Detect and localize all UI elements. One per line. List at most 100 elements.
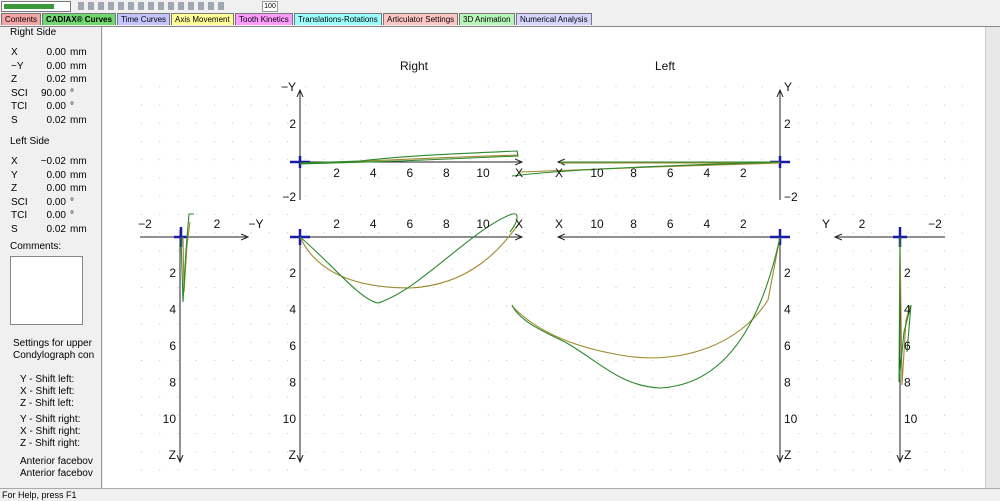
y-tick-label: 4 xyxy=(289,302,296,316)
x-tick-label: 2 xyxy=(740,166,747,180)
field-label: S xyxy=(11,115,18,126)
field-label: Y xyxy=(11,169,18,181)
panel-text: Anterior facebov xyxy=(20,456,93,467)
y-tick-label: 2 xyxy=(904,266,911,280)
axis-label: X xyxy=(555,166,563,180)
zoom-box[interactable]: 100 xyxy=(262,1,278,12)
axis-label: Z xyxy=(169,448,176,462)
section-title: Right Side xyxy=(10,27,57,38)
y-tick-label: 10 xyxy=(904,412,918,426)
y-tick-label: −2 xyxy=(784,190,798,204)
x-tick-label: 2 xyxy=(333,217,340,231)
x-tick-label: 10 xyxy=(590,166,604,180)
tab[interactable]: Contents xyxy=(1,13,42,25)
axis-label: Z xyxy=(289,448,296,462)
tab[interactable]: CADIAX® Curves xyxy=(42,13,116,25)
field-value: 0.00 xyxy=(46,183,66,195)
panel-text: X - Shift left: xyxy=(20,386,75,397)
x-tick-label: 2 xyxy=(859,217,866,231)
y-tick-label: 2 xyxy=(289,117,296,131)
x-tick-label: 8 xyxy=(443,217,450,231)
tab[interactable]: Articulator Settings xyxy=(383,13,459,25)
axis-label: X xyxy=(515,217,523,231)
x-tick-label: 10 xyxy=(590,217,604,231)
y-tick-label: 4 xyxy=(784,302,791,316)
toolbar-icons[interactable] xyxy=(78,2,228,10)
y-tick-label: 8 xyxy=(784,376,791,390)
tab[interactable]: Numerical Analysis xyxy=(516,13,592,25)
y-tick-label: −2 xyxy=(282,190,296,204)
field-value: 0.00 xyxy=(46,60,66,72)
field-label: TCI xyxy=(11,210,28,222)
x-tick-label: −2 xyxy=(138,217,152,231)
y-tick-label: 10 xyxy=(784,412,798,426)
side-panel: Right Side X 0.00 mm −Y 0.00 mm Z 0.02 mm SCI 90.00… xyxy=(0,27,102,488)
field-label: SCI xyxy=(11,87,28,99)
scrollbar[interactable] xyxy=(985,27,1000,488)
section-title: Left Side xyxy=(10,136,50,147)
y-tick-label: 4 xyxy=(169,302,176,316)
field-label: TCI xyxy=(11,101,28,113)
panel-text: Y - Shift right: xyxy=(20,414,81,425)
axis-label: Y xyxy=(822,217,830,231)
x-tick-label: −2 xyxy=(928,217,942,231)
x-tick-label: 8 xyxy=(630,166,637,180)
axis-label: Z xyxy=(784,448,791,462)
field-unit: mm xyxy=(70,224,87,235)
axis-label: X xyxy=(515,166,523,180)
axis-label: Z xyxy=(904,448,911,462)
field-value: 0.00 xyxy=(46,169,66,181)
panel-text: Y - Shift left: xyxy=(20,374,75,385)
axis-label: X xyxy=(555,217,563,231)
comments-label: Comments: xyxy=(10,241,62,252)
x-tick-label: 8 xyxy=(443,166,450,180)
plot-title: Left xyxy=(655,59,676,73)
x-tick-label: 4 xyxy=(703,217,710,231)
field-value: 0.00 xyxy=(46,101,66,113)
y-tick-label: 8 xyxy=(904,376,911,390)
plot-area: Right Left 2 4 6 8 10 X 2 −2 −Y 2 4 6 8 10 X 2 −2 Y 2 4 6 8 10 X 2… xyxy=(103,27,985,488)
x-tick-label: 2 xyxy=(333,166,340,180)
x-tick-label: 4 xyxy=(703,166,710,180)
panel-text: Settings for upper xyxy=(13,338,92,349)
field-unit: ° xyxy=(70,101,74,113)
field-unit: mm xyxy=(70,183,87,195)
x-tick-label: 6 xyxy=(406,166,413,180)
plot-title: Right xyxy=(400,59,429,73)
field-value: 0.00 xyxy=(46,210,66,222)
y-tick-label: 2 xyxy=(169,266,176,280)
y-tick-label: 6 xyxy=(904,339,911,353)
tab[interactable]: Translations-Rotations xyxy=(294,13,382,25)
field-label: X xyxy=(11,47,18,58)
y-tick-label: 10 xyxy=(283,412,297,426)
tab[interactable]: 3D Animation xyxy=(459,13,515,25)
comments-box[interactable] xyxy=(10,256,83,325)
field-unit: mm xyxy=(70,74,87,86)
toolbar: 100 xyxy=(0,0,1000,12)
dropdown[interactable] xyxy=(1,1,71,12)
field-value: 90.00 xyxy=(40,87,66,99)
tab-bar: Contents CADIAX® Curves Time Curves Axis Mo… xyxy=(0,12,1000,27)
x-tick-label: 8 xyxy=(630,217,637,231)
axis-label: Y xyxy=(784,80,792,94)
tab[interactable]: Time Curves xyxy=(117,13,171,25)
y-tick-label: 10 xyxy=(163,412,177,426)
axis-label: −Y xyxy=(248,217,263,231)
y-tick-label: 4 xyxy=(904,302,911,316)
tab[interactable]: Axis Movement xyxy=(171,13,234,25)
y-tick-label: 8 xyxy=(169,376,176,390)
field-label: Z xyxy=(11,74,18,86)
x-tick-label: 2 xyxy=(740,217,747,231)
dot-grid xyxy=(133,77,963,487)
x-tick-label: 6 xyxy=(406,217,413,231)
field-label: SCI xyxy=(11,196,28,208)
field-value: −0.02 xyxy=(40,156,66,167)
panel-text: Anterior facebov xyxy=(20,468,93,479)
x-tick-label: 10 xyxy=(476,166,490,180)
y-tick-label: 2 xyxy=(289,266,296,280)
panel-text: Z - Shift right: xyxy=(20,438,81,449)
x-tick-label: 6 xyxy=(667,166,674,180)
field-unit: mm xyxy=(70,47,87,58)
tab[interactable]: Tooth Kinetics xyxy=(235,13,293,25)
y-tick-label: 8 xyxy=(289,376,296,390)
